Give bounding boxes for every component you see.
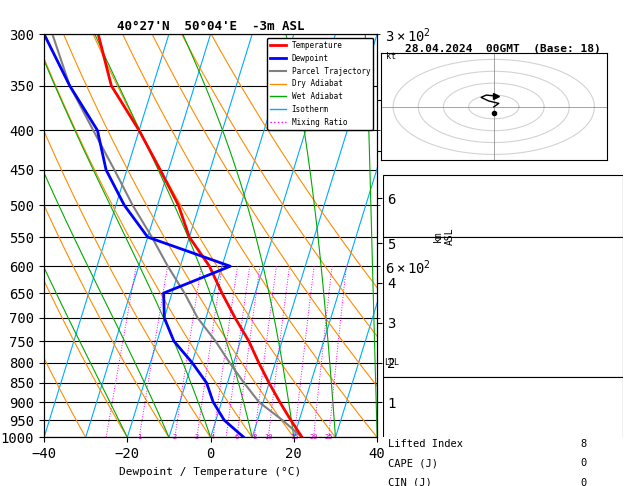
Text: 1021: 1021 (562, 400, 587, 410)
Text: Lifted Index: Lifted Index (387, 319, 463, 329)
Text: © weatheronline.co.uk: © weatheronline.co.uk (441, 423, 564, 434)
Text: Dewp (°C): Dewp (°C) (387, 280, 444, 290)
Text: 25: 25 (325, 434, 333, 440)
Text: CIN (J): CIN (J) (387, 358, 431, 367)
Title: 40°27'N  50°04'E  -3m ASL: 40°27'N 50°04'E -3m ASL (117, 20, 304, 33)
Text: 8: 8 (581, 439, 587, 449)
Text: Temp (°C): Temp (°C) (387, 260, 444, 271)
Text: Surface: Surface (481, 245, 525, 255)
FancyBboxPatch shape (383, 237, 623, 377)
Text: Most Unstable: Most Unstable (462, 385, 543, 395)
Text: K: K (387, 183, 394, 193)
Text: Lifted Index: Lifted Index (387, 439, 463, 449)
Text: Totals Totals: Totals Totals (387, 203, 469, 213)
Text: 20: 20 (309, 434, 318, 440)
Text: 3: 3 (195, 434, 199, 440)
Text: 2: 2 (173, 434, 177, 440)
Text: 28.04.2024  00GMT  (Base: 18): 28.04.2024 00GMT (Base: 18) (405, 44, 601, 54)
Text: 8: 8 (581, 280, 587, 290)
Text: 1: 1 (137, 434, 142, 440)
Text: θₑ(K): θₑ(K) (387, 299, 419, 310)
Text: CAPE (J): CAPE (J) (387, 338, 438, 348)
Text: 0: 0 (581, 358, 587, 367)
Text: θₑ (K): θₑ (K) (387, 419, 425, 430)
Text: 312: 312 (568, 419, 587, 430)
FancyBboxPatch shape (383, 175, 623, 237)
Text: 0: 0 (581, 478, 587, 486)
Text: 10: 10 (264, 434, 272, 440)
Text: 8: 8 (581, 319, 587, 329)
Text: 8: 8 (252, 434, 257, 440)
Text: 6: 6 (235, 434, 239, 440)
Text: CIN (J): CIN (J) (387, 478, 431, 486)
X-axis label: Dewpoint / Temperature (°C): Dewpoint / Temperature (°C) (120, 467, 302, 477)
Text: PW (cm): PW (cm) (387, 222, 431, 232)
Text: 312: 312 (568, 299, 587, 310)
Text: 0: 0 (581, 458, 587, 469)
Text: kt: kt (386, 52, 396, 61)
FancyBboxPatch shape (383, 377, 623, 486)
Text: 0: 0 (581, 338, 587, 348)
Text: 4: 4 (211, 434, 215, 440)
Text: -17: -17 (568, 183, 587, 193)
Text: LCL: LCL (384, 358, 399, 367)
Text: Pressure (mb): Pressure (mb) (387, 400, 469, 410)
Text: 15: 15 (290, 434, 299, 440)
Text: 22: 22 (574, 260, 587, 271)
Text: 34: 34 (574, 203, 587, 213)
Y-axis label: km
ASL: km ASL (433, 227, 455, 244)
Legend: Temperature, Dewpoint, Parcel Trajectory, Dry Adiabat, Wet Adiabat, Isotherm, Mi: Temperature, Dewpoint, Parcel Trajectory… (267, 38, 374, 130)
Text: CAPE (J): CAPE (J) (387, 458, 438, 469)
Text: 1.01: 1.01 (562, 222, 587, 232)
